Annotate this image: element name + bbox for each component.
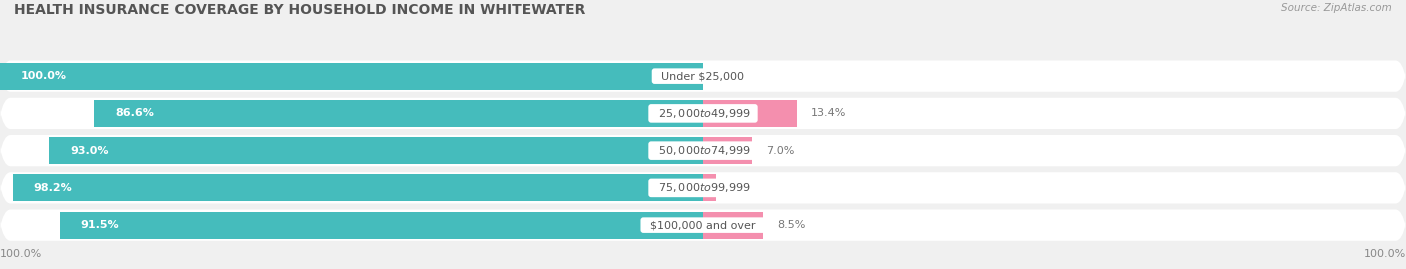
Text: 100.0%: 100.0% bbox=[21, 71, 67, 81]
Text: $50,000 to $74,999: $50,000 to $74,999 bbox=[651, 144, 755, 157]
FancyBboxPatch shape bbox=[0, 17, 1406, 135]
Text: 93.0%: 93.0% bbox=[70, 146, 108, 156]
Text: 100.0%: 100.0% bbox=[0, 249, 42, 259]
Text: $25,000 to $49,999: $25,000 to $49,999 bbox=[651, 107, 755, 120]
Text: 91.5%: 91.5% bbox=[82, 220, 120, 230]
FancyBboxPatch shape bbox=[0, 129, 1406, 247]
Bar bbox=[49, 137, 703, 164]
Text: HEALTH INSURANCE COVERAGE BY HOUSEHOLD INCOME IN WHITEWATER: HEALTH INSURANCE COVERAGE BY HOUSEHOLD I… bbox=[14, 3, 585, 17]
Bar bbox=[13, 175, 703, 201]
Text: 98.2%: 98.2% bbox=[34, 183, 73, 193]
Text: 0.0%: 0.0% bbox=[717, 71, 745, 81]
Text: Under $25,000: Under $25,000 bbox=[655, 71, 751, 81]
Bar bbox=[59, 212, 703, 239]
FancyBboxPatch shape bbox=[0, 166, 1406, 269]
Text: 8.5%: 8.5% bbox=[778, 220, 806, 230]
Bar bbox=[0, 63, 703, 90]
Text: 100.0%: 100.0% bbox=[1364, 249, 1406, 259]
Text: 86.6%: 86.6% bbox=[115, 108, 155, 118]
Text: 13.4%: 13.4% bbox=[811, 108, 846, 118]
Bar bbox=[703, 212, 762, 239]
FancyBboxPatch shape bbox=[0, 55, 1406, 172]
Bar bbox=[703, 175, 716, 201]
Bar bbox=[703, 137, 752, 164]
Bar bbox=[703, 100, 797, 127]
Text: $100,000 and over: $100,000 and over bbox=[644, 220, 762, 230]
Text: 7.0%: 7.0% bbox=[766, 146, 794, 156]
Bar bbox=[94, 100, 703, 127]
Text: $75,000 to $99,999: $75,000 to $99,999 bbox=[651, 181, 755, 194]
FancyBboxPatch shape bbox=[0, 92, 1406, 210]
Text: 1.8%: 1.8% bbox=[730, 183, 758, 193]
Text: Source: ZipAtlas.com: Source: ZipAtlas.com bbox=[1281, 3, 1392, 13]
